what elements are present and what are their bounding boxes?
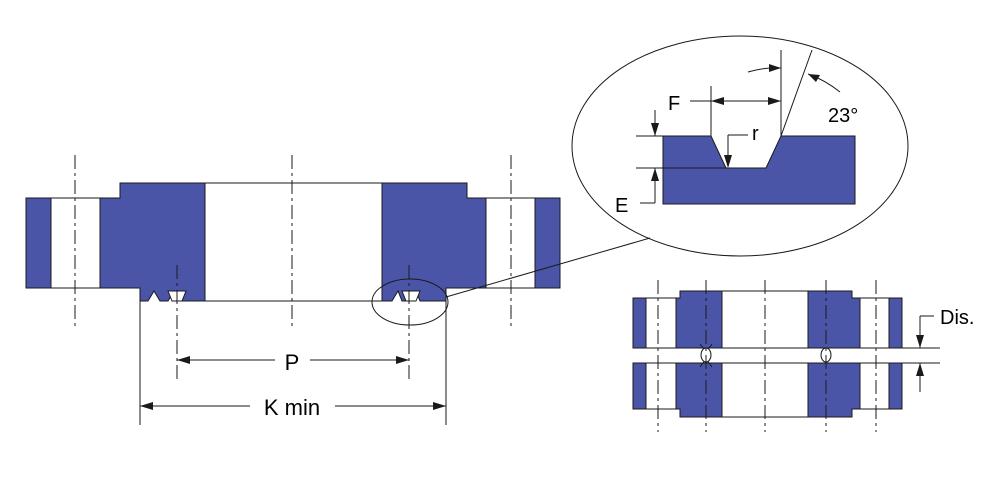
p-label: P bbox=[285, 350, 300, 375]
detail-groove-body bbox=[662, 135, 856, 205]
right-outer-ring bbox=[534, 197, 561, 289]
dis-label: Dis. bbox=[940, 307, 974, 329]
right-hub-body bbox=[381, 182, 487, 302]
p-dimension: P bbox=[177, 350, 409, 375]
assembled-flange-pair: Dis. bbox=[632, 280, 974, 432]
detail-leader-line bbox=[445, 237, 651, 298]
left-hub-body bbox=[99, 182, 206, 302]
center-bore bbox=[204, 182, 383, 302]
k-min-dimension: K min bbox=[140, 395, 446, 420]
right-ring-groove bbox=[401, 290, 421, 302]
detail-callout-circle bbox=[371, 278, 449, 326]
groove-detail-view: r F E 23° bbox=[571, 35, 909, 257]
detail-ellipse bbox=[571, 35, 909, 257]
e-label: E bbox=[615, 195, 628, 217]
k-min-label: K min bbox=[264, 395, 320, 420]
r-label: r bbox=[752, 123, 759, 145]
main-flange-section bbox=[25, 182, 561, 302]
f-label: F bbox=[668, 93, 680, 115]
angle-label: 23° bbox=[828, 105, 858, 127]
angle-line-slanted bbox=[780, 49, 813, 137]
left-outer-ring bbox=[25, 197, 52, 289]
